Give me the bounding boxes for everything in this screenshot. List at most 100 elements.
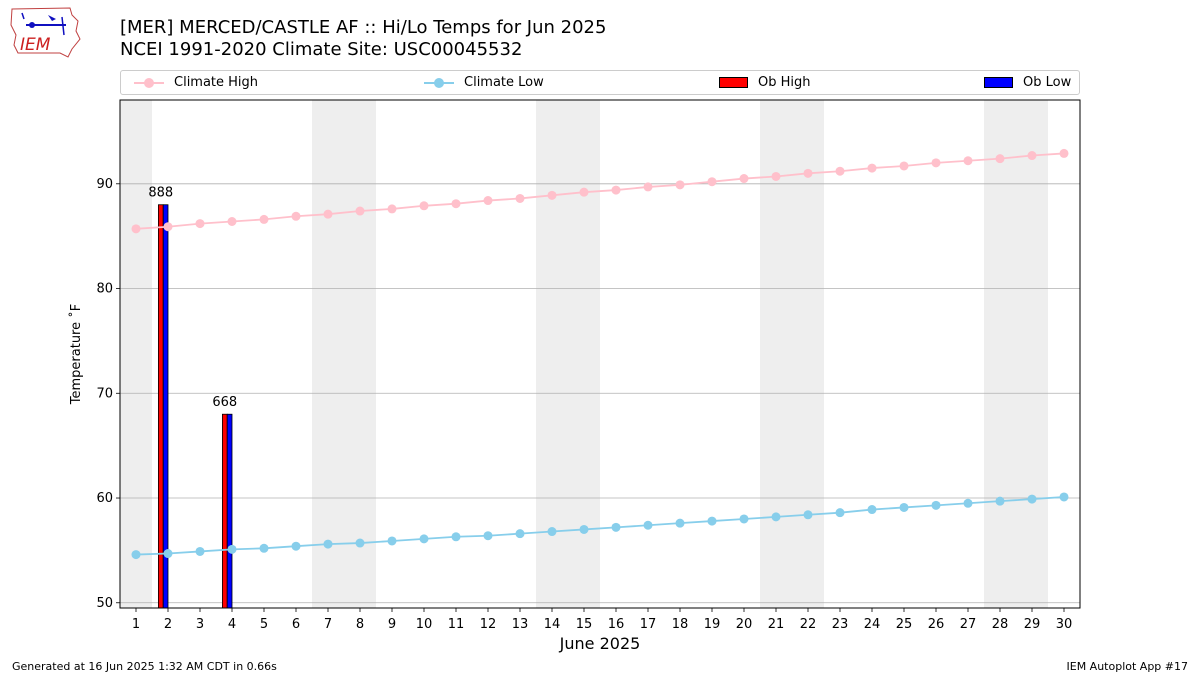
x-tick-label: 28	[992, 617, 1009, 632]
x-tick-label: 14	[544, 617, 561, 632]
x-tick-label: 6	[292, 617, 300, 632]
point-climate-high	[835, 166, 845, 176]
weekend-shade	[344, 100, 376, 608]
y-axis-label: Temperature ˚F	[68, 304, 84, 405]
point-climate-low	[899, 502, 909, 512]
x-tick-label: 5	[260, 617, 268, 632]
point-climate-low	[611, 522, 621, 532]
plot-frame	[119, 99, 1081, 609]
point-climate-low	[675, 518, 685, 528]
x-tick-label: 2	[164, 617, 172, 632]
legend-climate-high: Climate High	[134, 71, 258, 94]
point-climate-high	[1027, 151, 1037, 161]
point-climate-low	[227, 544, 237, 554]
x-tick-label: 11	[448, 617, 465, 632]
point-climate-high	[771, 171, 781, 181]
x-tick-label: 29	[1024, 617, 1041, 632]
point-climate-low	[515, 529, 525, 539]
weekend-shade	[1016, 100, 1048, 608]
app-credit: IEM Autoplot App #17	[1066, 660, 1189, 673]
legend-label: Ob Low	[1023, 75, 1072, 90]
x-tick-label: 3	[196, 617, 204, 632]
point-climate-low	[451, 532, 461, 542]
point-climate-low	[867, 505, 877, 515]
point-climate-low	[931, 500, 941, 510]
weekend-shade	[120, 100, 152, 608]
point-climate-low	[963, 498, 973, 508]
x-tick-label: 7	[324, 617, 332, 632]
point-climate-low	[483, 531, 493, 541]
point-climate-high	[643, 182, 653, 192]
legend-ob-high: Ob High	[719, 71, 811, 94]
x-tick-label: 10	[416, 617, 433, 632]
point-climate-high	[195, 219, 205, 229]
x-axis-label: June 2025	[559, 634, 641, 653]
x-tick-label: 19	[704, 617, 721, 632]
point-climate-low	[355, 538, 365, 548]
point-climate-low	[387, 536, 397, 546]
x-tick-label: 26	[928, 617, 945, 632]
bar-ob-low	[162, 204, 169, 609]
x-tick-label: 4	[228, 617, 236, 632]
x-tick-label: 25	[896, 617, 913, 632]
point-climate-high	[163, 222, 173, 232]
point-climate-high	[579, 187, 589, 197]
point-climate-low	[1059, 492, 1069, 502]
y-tick-label: 80	[96, 282, 113, 297]
legend-swatch-ob-high	[719, 77, 748, 88]
iem-logo-graphic: IEM	[10, 7, 81, 58]
point-climate-low	[707, 516, 717, 526]
bar-annotation: 888	[148, 186, 173, 201]
point-climate-high	[451, 199, 461, 209]
point-climate-low	[195, 546, 205, 556]
x-tick-label: 12	[480, 617, 497, 632]
bar-ob-low	[226, 413, 233, 609]
x-tick-label: 27	[960, 617, 977, 632]
legend-label: Climate Low	[464, 75, 544, 90]
point-climate-high	[675, 180, 685, 190]
bar-ob-high	[221, 413, 228, 609]
legend-ob-low: Ob Low	[984, 71, 1071, 94]
point-climate-low	[1027, 494, 1037, 504]
point-climate-high	[995, 154, 1005, 164]
point-climate-low	[163, 549, 173, 559]
legend-climate-low: Climate Low	[424, 71, 544, 94]
y-tick-label: 60	[96, 491, 113, 506]
weekend-shade	[792, 100, 824, 608]
weekend-shade	[760, 100, 792, 608]
point-climate-high	[707, 177, 717, 187]
point-climate-high	[323, 209, 333, 219]
weekend-shade	[984, 100, 1016, 608]
weekend-shade	[568, 100, 600, 608]
point-climate-high	[803, 168, 813, 178]
y-tick-label: 50	[96, 596, 113, 611]
x-tick-label: 17	[640, 617, 657, 632]
point-climate-low	[579, 524, 589, 534]
iem-logo: IEM	[8, 5, 82, 59]
x-tick-label: 1	[132, 617, 140, 632]
y-tick-label: 70	[96, 386, 113, 401]
x-tick-label: 9	[388, 617, 396, 632]
x-tick-label: 23	[832, 617, 849, 632]
point-climate-high	[515, 193, 525, 203]
point-climate-high	[899, 161, 909, 171]
point-climate-high	[1059, 148, 1069, 158]
bar-ob-high	[157, 204, 164, 609]
x-tick-label: 18	[672, 617, 689, 632]
logo-text: IEM	[20, 35, 51, 55]
generated-timestamp: Generated at 16 Jun 2025 1:32 AM CDT in …	[12, 660, 277, 673]
point-climate-low	[131, 550, 141, 560]
point-climate-low	[803, 510, 813, 520]
line-climate-high	[135, 152, 1065, 230]
x-tick-label: 15	[576, 617, 593, 632]
x-tick-label: 20	[736, 617, 753, 632]
x-tick-label: 30	[1056, 617, 1073, 632]
chart-title: [MER] MERCED/CASTLE AF :: Hi/Lo Temps fo…	[120, 17, 607, 38]
x-tick-label: 24	[864, 617, 881, 632]
point-climate-low	[291, 541, 301, 551]
point-climate-high	[963, 156, 973, 166]
point-climate-high	[547, 190, 557, 200]
point-climate-low	[771, 512, 781, 522]
point-climate-low	[643, 520, 653, 530]
